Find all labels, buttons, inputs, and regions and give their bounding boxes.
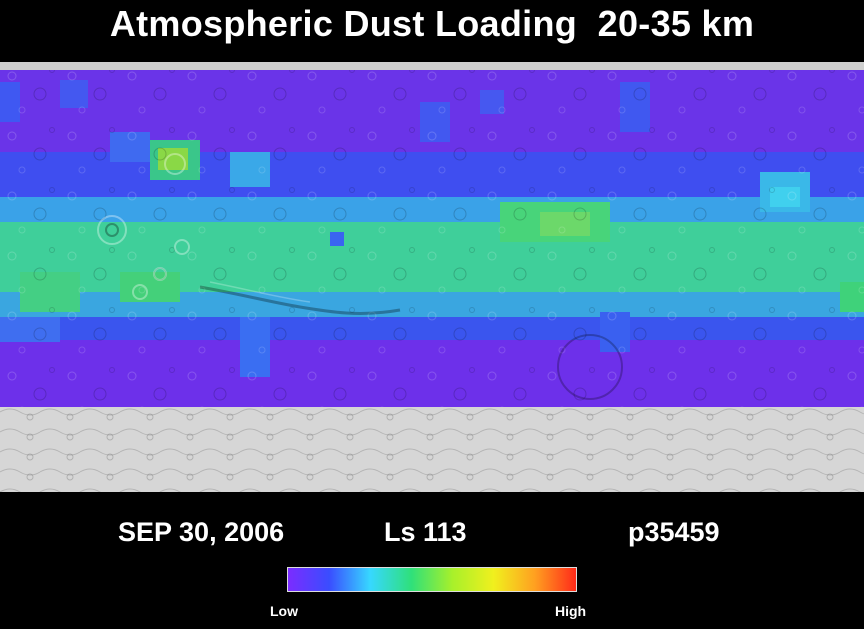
color-scale-high-label: High (555, 603, 587, 619)
valles-marineris (199, 285, 401, 315)
mars-dust-map-svg (0, 62, 864, 492)
north-polar-strip (0, 62, 864, 70)
hellas-basin (557, 334, 623, 400)
solar-longitude: Ls 113 (384, 517, 467, 547)
color-scale-low-label: Low (270, 603, 298, 619)
south-polar-texture (0, 407, 864, 492)
mars-dust-map (0, 62, 864, 492)
color-scale-bar (287, 567, 577, 592)
terrain-relief-overlay (0, 70, 864, 407)
orbit-id: p35459 (628, 517, 720, 547)
info-row: SEP 30, 2006 Ls 113 p35459 (0, 514, 864, 550)
map-title: Atmospheric Dust Loading 20-35 km (109, 3, 755, 44)
observation-date: SEP 30, 2006 (118, 517, 285, 547)
tharsis-volcanoes (97, 153, 190, 300)
